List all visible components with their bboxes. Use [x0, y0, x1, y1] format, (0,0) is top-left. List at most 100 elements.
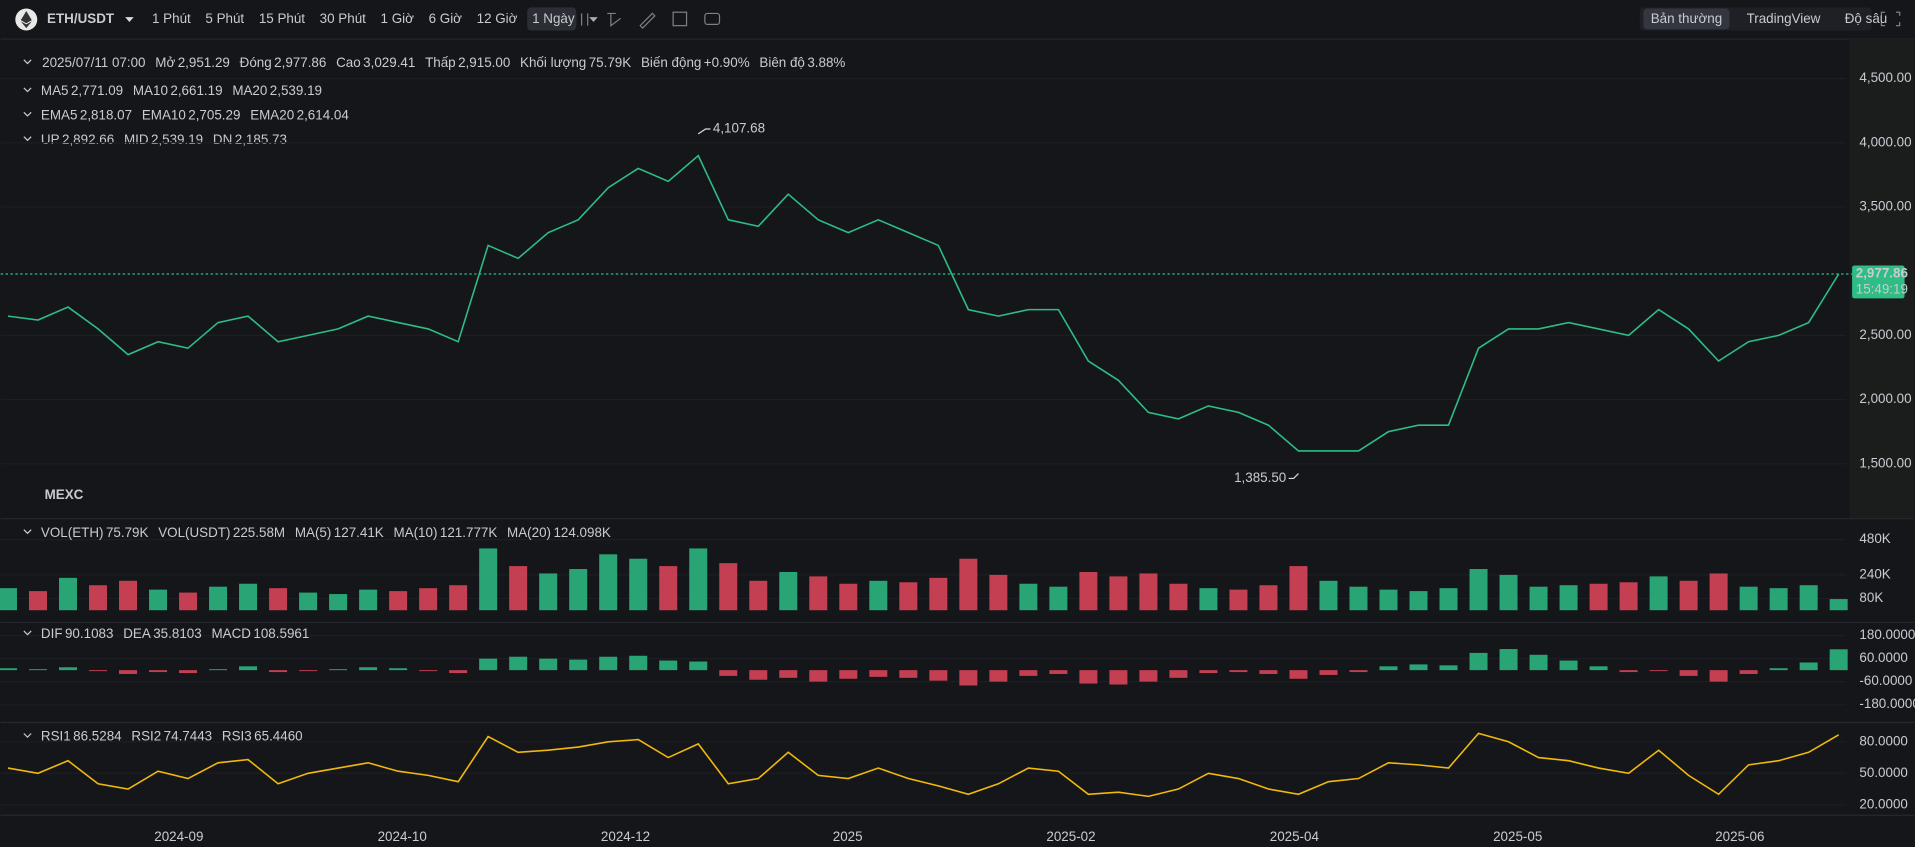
volume-bar — [1259, 585, 1278, 611]
legend-label: Mở — [155, 55, 175, 70]
macd-bar — [479, 658, 498, 671]
macd-bar — [569, 659, 588, 671]
layout-icon[interactable] — [672, 11, 688, 27]
volume-bar — [869, 580, 888, 611]
interval-button[interactable]: 30 Phút — [320, 11, 366, 26]
volume-bar — [1349, 586, 1368, 611]
macd-bar — [1439, 665, 1458, 671]
macd-bar — [1709, 670, 1728, 682]
indicator-value: 2,661.19 — [170, 83, 222, 98]
rsi-line — [7, 732, 1840, 798]
y-tick-label: 480K — [1859, 531, 1890, 546]
view-tab[interactable]: TradingView — [1747, 11, 1821, 26]
volume-bar — [1229, 589, 1248, 611]
eth-glyph — [20, 10, 32, 29]
interval-active-bg — [527, 7, 577, 31]
indicator-label: MA5 — [41, 83, 69, 98]
volume-bar — [299, 592, 318, 611]
view-tab[interactable]: Độ sâu — [1845, 11, 1887, 26]
indicator-label: DN — [213, 132, 232, 147]
y-tick-label: -180.0000 — [1859, 696, 1915, 711]
last-price-label: 2,977.86 — [1856, 266, 1908, 281]
high-marker-label: 4,107.68 — [713, 121, 765, 136]
collapse-chevron[interactable] — [23, 87, 32, 93]
volume-bar — [1619, 582, 1638, 611]
volume-bar — [929, 577, 948, 611]
view-tab[interactable]: Bản thường — [1651, 11, 1722, 26]
dropdown-caret[interactable] — [125, 17, 134, 22]
macd-bar — [389, 668, 408, 671]
volume-bar — [0, 588, 17, 611]
interval-button[interactable]: 6 Giờ — [429, 11, 463, 26]
camera-icon[interactable] — [704, 12, 721, 26]
interval-button[interactable]: 1 Phút — [152, 11, 191, 26]
macd-bar — [1529, 654, 1548, 671]
y-tick-label: 4,000.00 — [1859, 134, 1911, 149]
draw-icon[interactable] — [639, 12, 656, 29]
volume-bar — [239, 583, 258, 611]
fullscreen-icon[interactable] — [1880, 11, 1901, 27]
legend-label: Đóng — [240, 55, 272, 70]
macd-bar — [1259, 670, 1278, 674]
legend-label: Khối lượng — [520, 55, 586, 70]
macd-bar — [359, 667, 378, 671]
macd-bar — [1649, 670, 1668, 672]
indicator-label: EMA5 — [41, 107, 78, 122]
legend-value: 3,029.41 — [363, 55, 415, 70]
macd-bar — [929, 670, 948, 681]
macd-bar — [749, 670, 768, 680]
macd-bar — [239, 666, 258, 671]
pane-legend-value: 65.4460 — [254, 729, 302, 744]
macd-bar — [509, 656, 528, 671]
macd-bar — [1589, 666, 1608, 671]
macd-bar — [599, 656, 618, 671]
collapse-chevron[interactable] — [23, 529, 32, 535]
pane-legend-label: MACD — [211, 626, 251, 641]
y-tick-label: 3,500.00 — [1859, 199, 1911, 214]
pane-legend-value: 225.58M — [233, 525, 285, 540]
y-tick-label: 50.0000 — [1859, 765, 1907, 780]
last-price-badge — [1852, 265, 1905, 299]
y-tick-label: 60.0000 — [1859, 650, 1907, 665]
interval-caret[interactable] — [589, 17, 598, 22]
fx-icon[interactable] — [607, 12, 622, 27]
chart-layer: ETH/USDT 1 Phút 5 Phút 15 Phút 30 Phút 1 Giờ 6… — [0, 7, 1915, 844]
macd-bar — [299, 670, 318, 672]
y-tick-label: 80.0000 — [1859, 733, 1907, 748]
interval-button[interactable]: 5 Phút — [205, 11, 244, 26]
indicator-value: 2,539.19 — [151, 132, 203, 147]
indicator-value: 2,892.66 — [62, 132, 114, 147]
pane-legend-value: 108.5961 — [253, 626, 309, 641]
toolbar — [0, 0, 1915, 40]
interval-button[interactable]: 12 Giờ — [477, 11, 518, 26]
volume-bar — [629, 558, 648, 611]
pane-legend-label: VOL(USDT) — [158, 525, 230, 540]
volume-bar — [1679, 580, 1698, 611]
collapse-chevron[interactable] — [23, 59, 32, 65]
interval-button[interactable]: 1 Ngày — [532, 11, 575, 26]
macd-bar — [989, 670, 1008, 682]
y-tick-label: 2,500.00 — [1859, 327, 1911, 342]
pane-legend-label: RSI3 — [222, 729, 252, 744]
macd-bar — [539, 658, 558, 671]
volume-bar — [1469, 569, 1488, 611]
indicator-label: MA10 — [133, 83, 168, 98]
volume-bar — [479, 548, 498, 611]
collapse-chevron[interactable] — [23, 136, 32, 142]
volume-bar — [89, 585, 108, 611]
legend-date: 2025/07/11 07:00 — [42, 55, 145, 70]
collapse-chevron[interactable] — [23, 733, 32, 739]
interval-button[interactable]: 15 Phút — [259, 11, 305, 26]
x-tick-label: 2024-09 — [154, 829, 203, 844]
collapse-chevron[interactable] — [23, 630, 32, 636]
legend-label: Cao — [336, 55, 361, 70]
pane-legend-value: 75.79K — [106, 525, 149, 540]
collapse-chevron[interactable] — [23, 111, 32, 117]
volume-bar — [1709, 573, 1728, 611]
volume-bar — [1499, 574, 1518, 611]
interval-button[interactable]: 1 Giờ — [381, 11, 415, 26]
x-tick-label: 2025 — [833, 829, 863, 844]
macd-bar — [629, 655, 648, 671]
